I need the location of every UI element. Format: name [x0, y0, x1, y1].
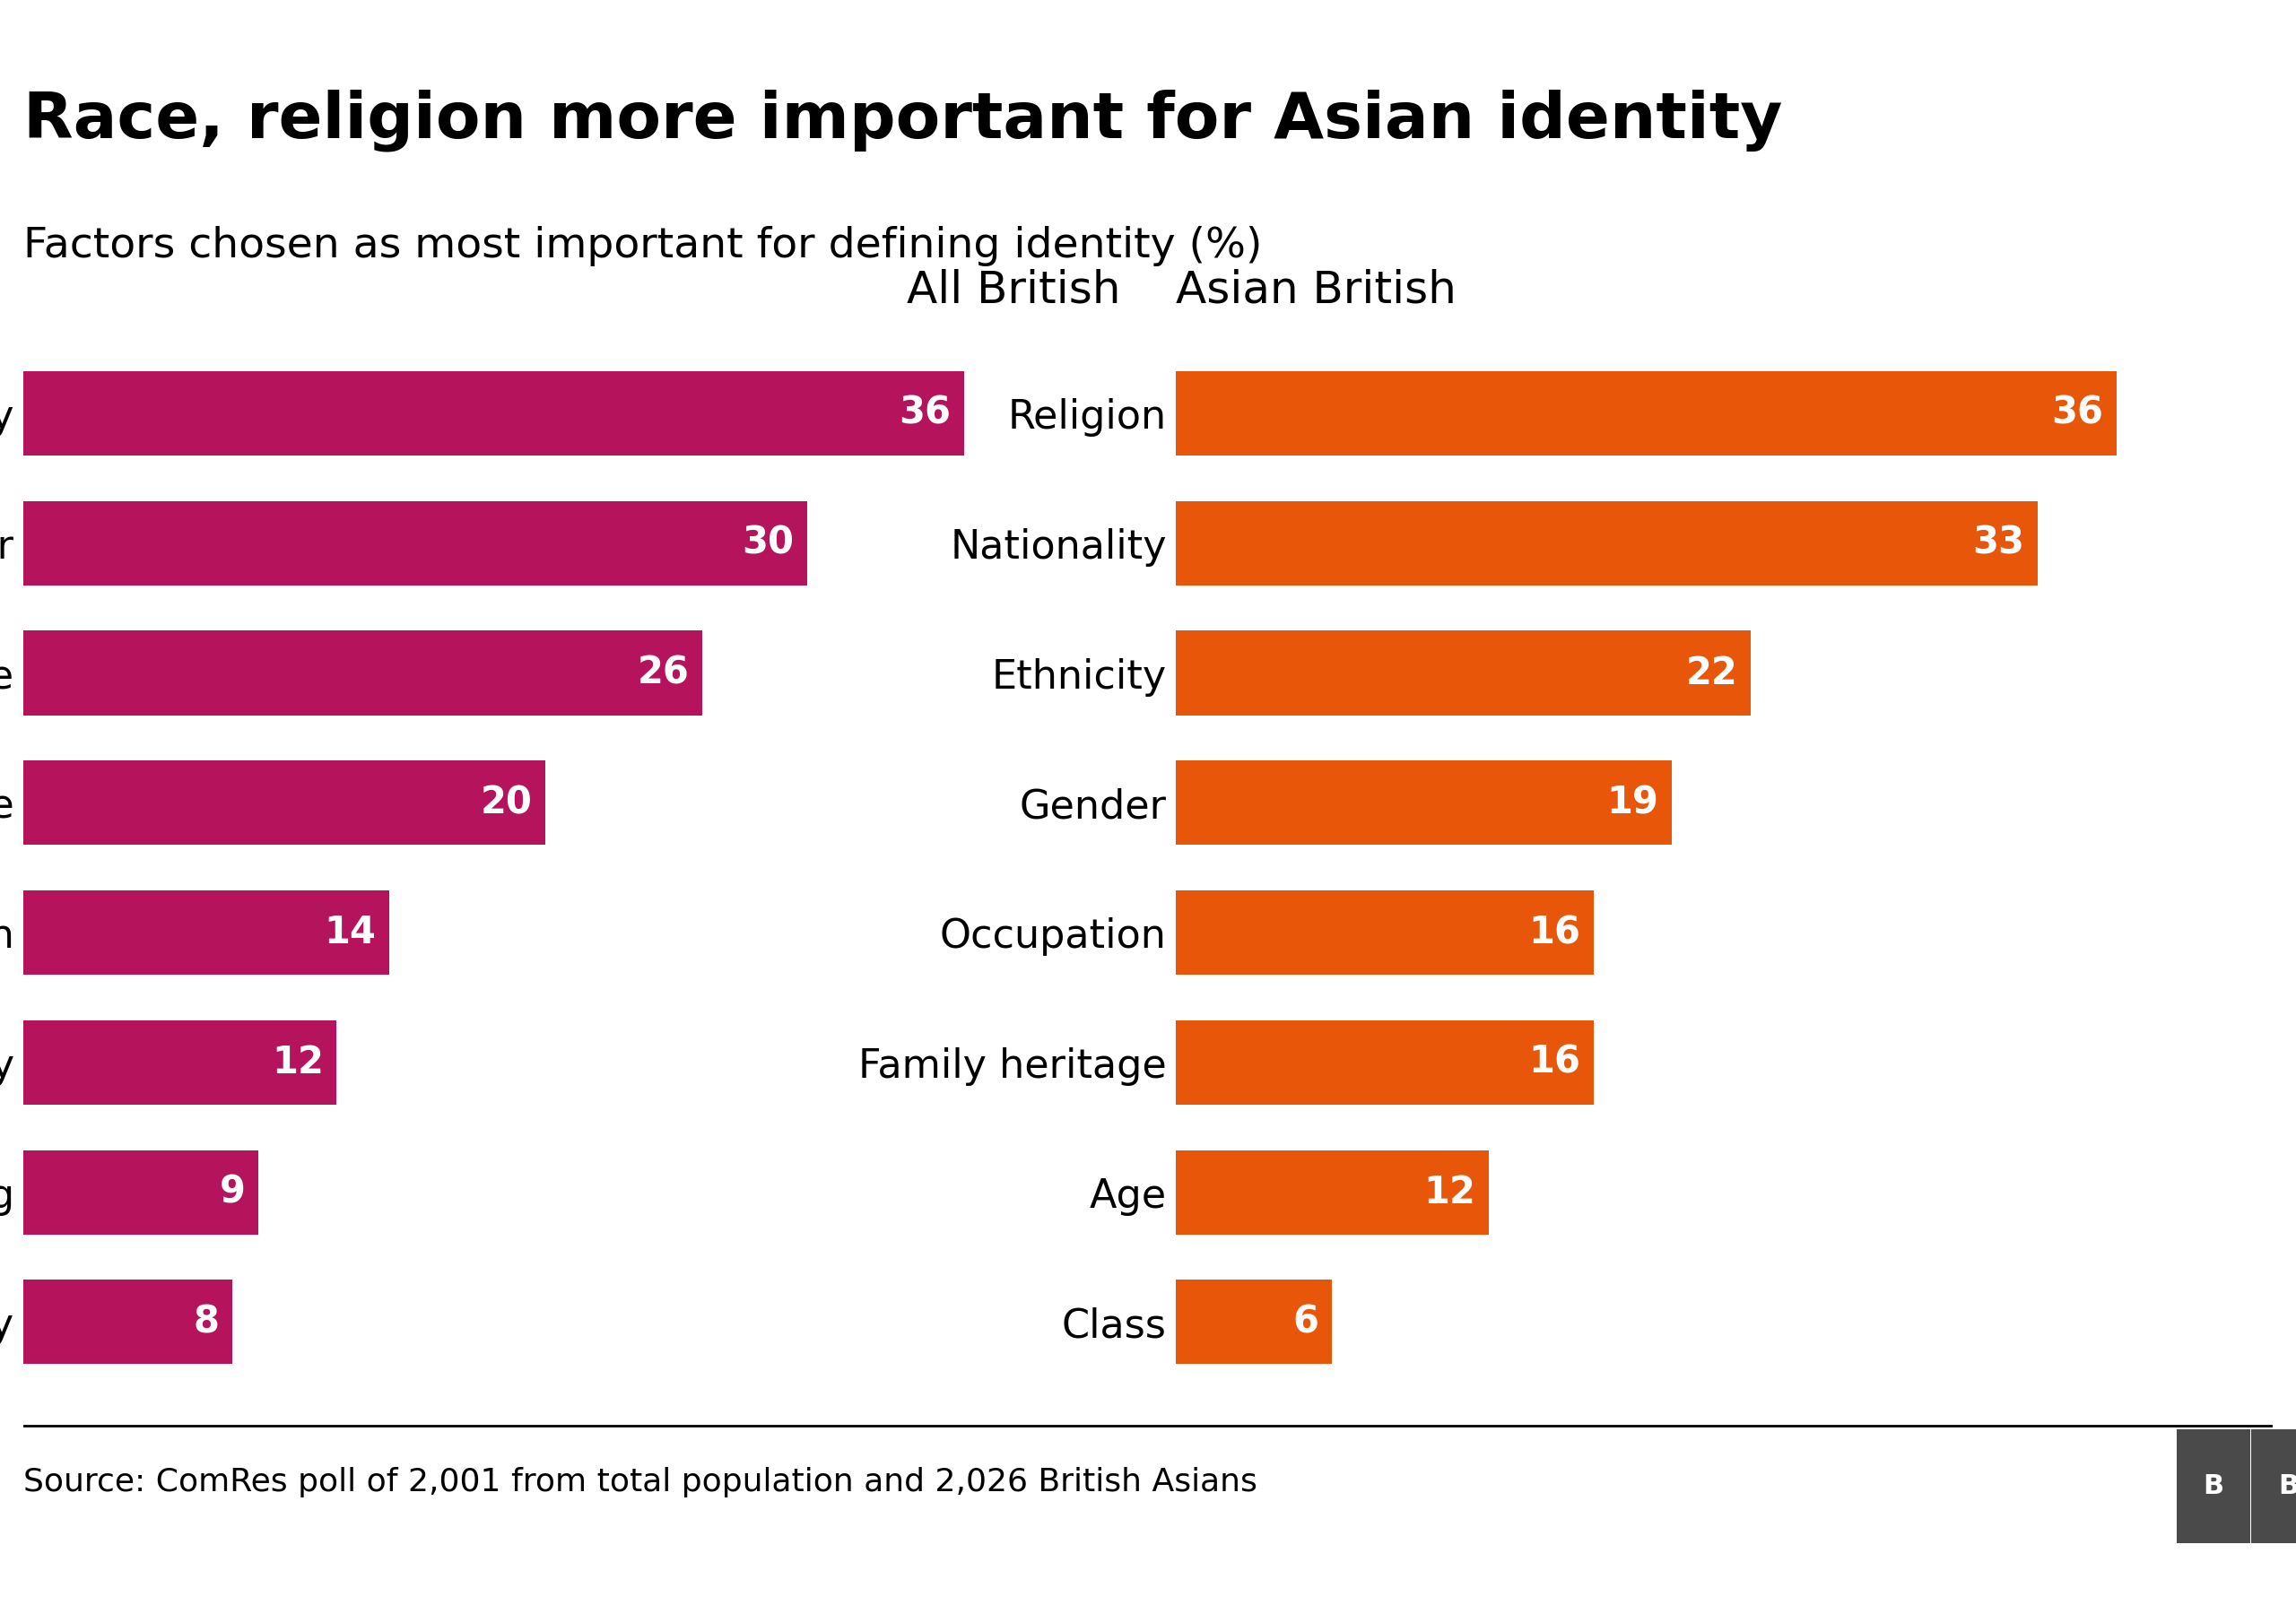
Bar	[23, 891, 388, 975]
FancyBboxPatch shape	[2177, 1428, 2250, 1543]
Text: 12: 12	[1424, 1173, 1476, 1210]
Text: 16: 16	[1529, 914, 1580, 951]
Bar	[1176, 891, 1593, 975]
Text: 19: 19	[1607, 784, 1660, 822]
Text: 36: 36	[2050, 394, 2103, 433]
Text: 6: 6	[1293, 1302, 1320, 1341]
FancyBboxPatch shape	[2250, 1428, 2296, 1543]
Bar	[23, 1280, 232, 1364]
Text: 12: 12	[271, 1044, 324, 1081]
Bar	[1176, 760, 1671, 846]
Bar	[23, 1020, 338, 1104]
Text: Race, religion more important for Asian identity: Race, religion more important for Asian …	[23, 89, 1782, 152]
Text: 14: 14	[324, 914, 377, 951]
Bar	[1176, 1280, 1332, 1364]
Text: 9: 9	[218, 1173, 246, 1210]
Bar	[23, 500, 806, 586]
Text: 30: 30	[742, 525, 794, 562]
Bar	[23, 1151, 257, 1235]
Bar	[1176, 500, 2039, 586]
Text: 22: 22	[1685, 654, 1738, 692]
Text: 36: 36	[898, 394, 951, 433]
Text: 16: 16	[1529, 1044, 1580, 1081]
Bar	[23, 371, 964, 455]
Bar	[1176, 631, 1750, 715]
Bar	[1176, 1151, 1490, 1235]
Text: B: B	[2278, 1474, 2296, 1499]
Bar	[1176, 371, 2117, 455]
Text: Asian British: Asian British	[1176, 270, 1456, 312]
Text: 8: 8	[193, 1302, 218, 1341]
Text: 20: 20	[480, 784, 533, 822]
Text: 26: 26	[638, 654, 689, 692]
Text: Source: ComRes poll of 2,001 from total population and 2,026 British Asians: Source: ComRes poll of 2,001 from total …	[23, 1467, 1256, 1498]
Text: All British: All British	[907, 270, 1120, 312]
Bar	[1176, 1020, 1593, 1104]
Bar	[23, 631, 703, 715]
Text: 33: 33	[1972, 525, 2025, 562]
Text: B: B	[2204, 1474, 2225, 1499]
Text: Factors chosen as most important for defining identity (%): Factors chosen as most important for def…	[23, 226, 1263, 266]
Bar	[23, 760, 546, 846]
